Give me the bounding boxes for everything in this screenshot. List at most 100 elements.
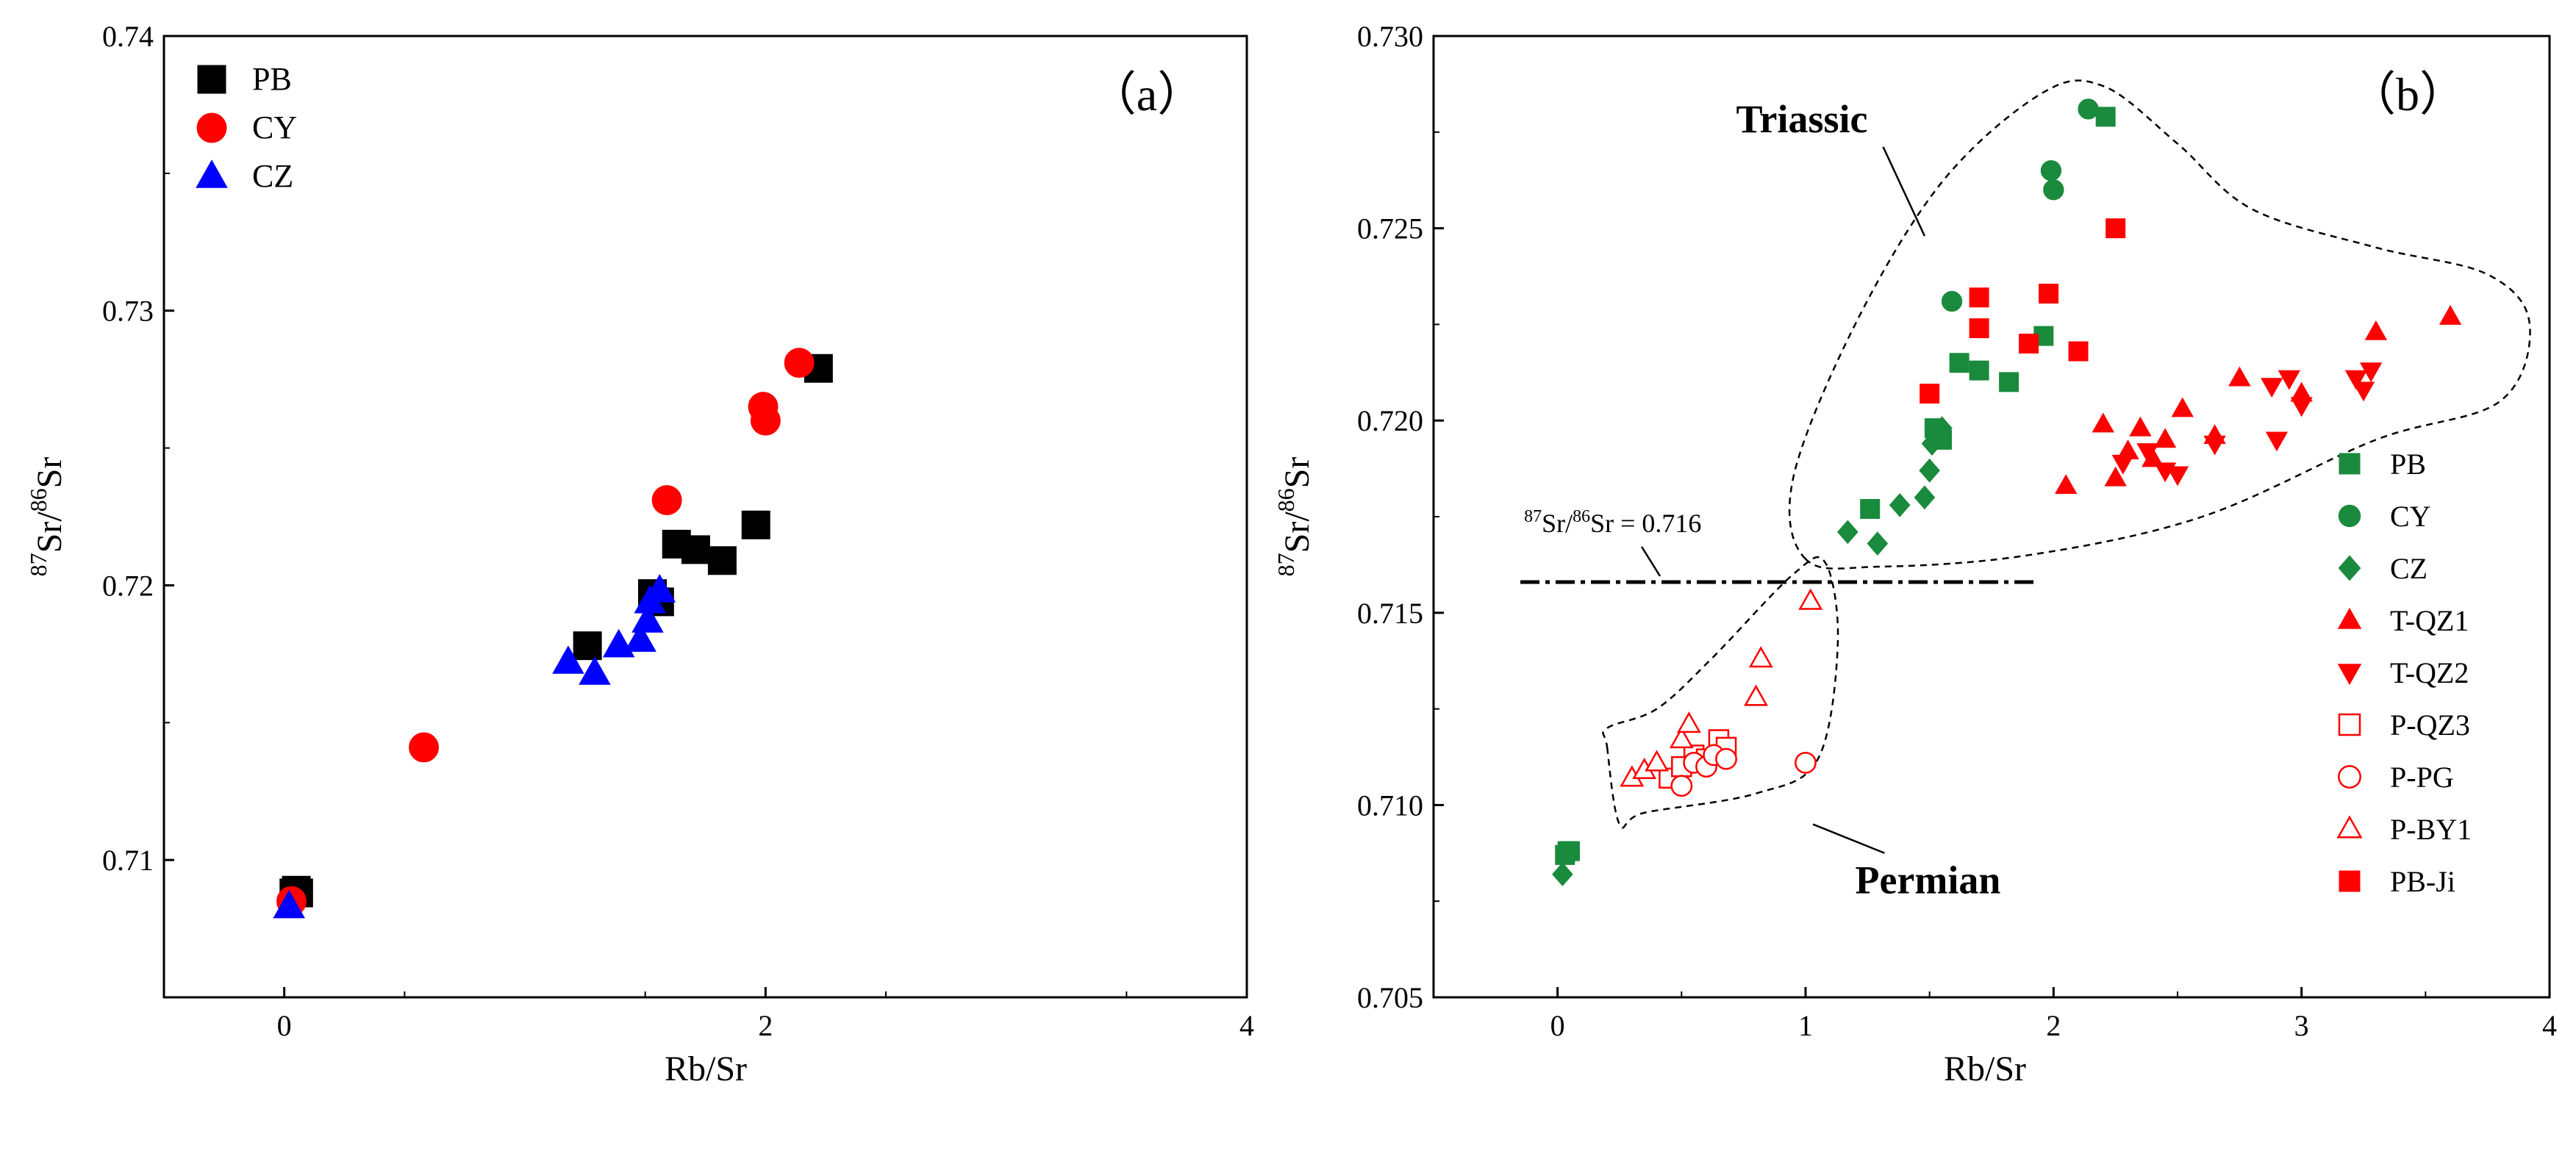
legend-label-t-qz1: T-QZ1 xyxy=(2390,604,2469,637)
legend-marker-cz xyxy=(196,159,228,188)
annotation-leader-triassic xyxy=(1882,146,1926,237)
point-t-qz1 xyxy=(2171,397,2194,417)
point-pb-ji xyxy=(2068,341,2089,362)
annotation-leader-permian xyxy=(1812,823,1885,854)
reference-label-part: 87 xyxy=(1524,507,1542,526)
y-tick-label: 0.715 xyxy=(1357,597,1423,630)
point-t-qz1 xyxy=(2092,412,2114,433)
legend-marker-p-pg xyxy=(2338,765,2361,789)
point-cy xyxy=(784,348,815,378)
point-p-by1 xyxy=(1645,750,1670,772)
reference-label-leader xyxy=(1641,546,1661,577)
y-label-sup-86-b: 86 xyxy=(1273,488,1299,512)
point-t-qz1 xyxy=(2153,428,2177,448)
x-tick-label: 2 xyxy=(2046,1009,2061,1042)
point-t-qz1 xyxy=(2228,366,2251,387)
point-cy xyxy=(2043,179,2064,201)
y-axis-ticks-b: 0.705 0.710 0.715 0.720 0.725 0.730 xyxy=(1357,20,1444,1014)
point-p-by1 xyxy=(1677,711,1701,733)
point-cz xyxy=(632,604,664,633)
point-cz xyxy=(1921,431,1943,456)
point-cz xyxy=(273,889,305,919)
legend-marker-pb xyxy=(2339,453,2361,475)
point-p-by1 xyxy=(1798,588,1823,610)
point-t-qz2 xyxy=(2265,431,2289,452)
point-pb-ji xyxy=(2019,334,2039,354)
point-t-qz1 xyxy=(2439,304,2462,325)
point-pb-ji xyxy=(1969,287,1989,308)
point-cz xyxy=(1914,485,1936,510)
legend-label-pb: PB xyxy=(2390,448,2426,481)
point-t-qz2 xyxy=(2261,378,2283,398)
point-pb xyxy=(1560,841,1581,861)
point-t-qz1 xyxy=(2364,320,2388,340)
y-label-sup-86-a: 86 xyxy=(25,488,51,512)
legend-label-cz: CZ xyxy=(2390,552,2427,585)
x-tick-label: 0 xyxy=(277,1009,292,1042)
y-tick-label: 0.71 xyxy=(102,844,154,877)
legend-label-cy: CY xyxy=(252,110,297,146)
legend-marker-t-qz2 xyxy=(2337,664,2362,686)
x-axis-label-a: Rb/Sr xyxy=(665,1049,747,1088)
legend-label-cz: CZ xyxy=(252,158,293,194)
point-p-pg xyxy=(1670,775,1693,797)
point-cy xyxy=(2078,98,2099,120)
point-cy xyxy=(2040,159,2062,182)
point-t-qz2 xyxy=(2136,443,2159,464)
y-tick-label: 0.73 xyxy=(102,295,154,328)
x-tick-label: 4 xyxy=(2542,1009,2557,1042)
point-t-qz2 xyxy=(2111,454,2134,475)
reference-label-part: Sr = 0.716 xyxy=(1590,509,1701,538)
point-cz xyxy=(624,623,656,652)
y-label-sr-b: Sr/ xyxy=(1278,512,1317,553)
x-tick-label: 4 xyxy=(1239,1009,1254,1042)
x-tick-label: 2 xyxy=(758,1009,773,1042)
point-p-by1 xyxy=(1748,646,1773,668)
legend-marker-cz xyxy=(2338,555,2361,581)
panel-a: 0.71 0.72 0.73 0.74 0 2 4 PB CY CZ （a） Rb/Sr 87… xyxy=(25,20,1254,1088)
legend-marker-t-qz1 xyxy=(2337,607,2362,629)
legend-marker-p-by1 xyxy=(2336,815,2363,839)
point-p-by1 xyxy=(1744,684,1768,706)
y-tick-label: 0.730 xyxy=(1357,20,1423,53)
y-label-sup-87-a: 87 xyxy=(25,553,51,576)
y-tick-label: 0.72 xyxy=(102,569,154,602)
x-tick-label: 3 xyxy=(2294,1009,2309,1042)
legend-marker-cy xyxy=(196,112,227,143)
legend-marker-pb-ji xyxy=(2339,870,2361,892)
point-t-qz2 xyxy=(2359,362,2383,383)
reference-label-part: Sr/ xyxy=(1542,509,1573,538)
point-t-qz1 xyxy=(2055,474,2078,495)
data-marks-b xyxy=(1552,98,2462,886)
point-t-qz2 xyxy=(2166,466,2189,487)
point-pb-ji xyxy=(2105,218,2126,239)
point-cz xyxy=(1552,862,1573,886)
panel-label-a: （a） xyxy=(1090,68,1204,121)
point-t-qz2 xyxy=(2203,435,2226,456)
point-cz xyxy=(1919,458,1940,483)
legend-label-pb-ji: PB-Ji xyxy=(2390,865,2455,898)
legend-marker-cy xyxy=(2338,504,2361,528)
point-pb xyxy=(707,546,737,575)
point-t-qz2 xyxy=(2290,397,2313,417)
y-label-sr2-a: Sr xyxy=(30,457,69,489)
point-cz xyxy=(1931,416,1953,441)
annotation-permian: Permian xyxy=(1855,858,2000,903)
point-cz xyxy=(1889,492,1911,517)
reference-line-b: 87Sr/86Sr = 0.716 xyxy=(1520,507,2036,584)
point-t-qz2 xyxy=(2344,370,2368,390)
point-pb xyxy=(741,510,770,539)
x-axis-label-b: Rb/Sr xyxy=(1944,1049,2026,1088)
plot-frame-a xyxy=(162,35,1248,999)
legend-marker-p-qz3 xyxy=(2338,713,2361,736)
y-tick-label: 0.710 xyxy=(1357,789,1423,822)
y-tick-label: 0.725 xyxy=(1357,212,1423,245)
y-label-sup-87-b: 87 xyxy=(1273,553,1299,576)
point-p-by1 xyxy=(1669,726,1694,749)
point-t-qz1 xyxy=(2129,416,2152,437)
point-t-qz2 xyxy=(2352,381,2375,402)
point-p-pg xyxy=(1795,751,1817,774)
legend-a: PB CY CZ xyxy=(196,61,297,194)
point-cz xyxy=(552,645,584,674)
